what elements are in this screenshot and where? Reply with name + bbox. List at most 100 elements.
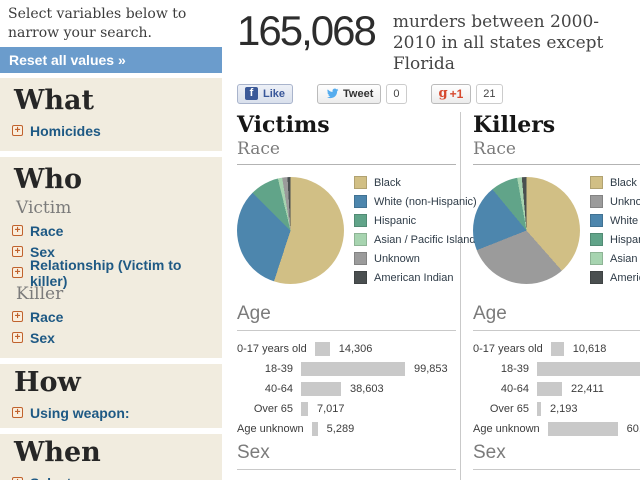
sidebar-item-label[interactable]: Select a year: [30,475,120,480]
killers-column: Killers Race Black Unknown [461,112,640,480]
divider [237,469,456,470]
legend-swatch [354,195,367,208]
expand-plus-icon[interactable]: + [12,225,23,236]
section-when: When + Select a year: [0,434,222,480]
facebook-icon: f [245,87,258,100]
legend-swatch [590,252,603,265]
legend-label: Black [374,176,401,189]
legend-item: Hispanic [354,211,456,230]
victim-subheading: Victim [16,198,72,218]
sidebar-item-victim-relationship[interactable]: + Relationship (Victim to killer) [12,257,210,289]
bar-label: 18-39 [500,363,529,375]
section-who: Who Victim + Race + Sex + Relationship (… [0,157,222,358]
legend-swatch [354,271,367,284]
legend-swatch [590,214,603,227]
filter-sidebar: Select variables below to narrow your se… [0,0,222,480]
killer-subheading: Killer [16,284,64,304]
killers-race-pie[interactable] [473,176,580,284]
tweet-label: Tweet [343,87,374,100]
bar [550,342,564,356]
sidebar-item-victim-sex[interactable]: + Sex [12,241,210,262]
divider [237,164,456,165]
section-who-title: Who [14,164,82,195]
bar [314,342,330,356]
legend-label: Asian / Pacific Islander [374,233,486,246]
sidebar-item-label[interactable]: Race [30,308,64,325]
age-bar-row: 18-39 [473,362,640,376]
sidebar-item-homicides[interactable]: + Homicides [12,120,210,141]
reset-all-values-button[interactable]: Reset all values » [0,47,222,73]
legend-label: Hispanic [610,233,640,246]
expand-plus-icon[interactable]: + [12,125,23,136]
sidebar-item-killer-sex[interactable]: + Sex [12,327,210,348]
killers-race-heading: Race [473,139,516,159]
legend-label: American Indian [374,271,454,284]
expand-plus-icon[interactable]: + [12,407,23,418]
google-g-icon: g [438,86,448,101]
legend-swatch [354,233,367,246]
sidebar-item-select-year[interactable]: + Select a year: [12,472,210,480]
bar [537,402,541,416]
sidebar-item-label[interactable]: Sex [30,243,55,260]
sidebar-item-label[interactable]: Homicides [30,122,101,139]
headline-subtitle: murders between 2000-2010 in all states … [392,12,604,74]
killers-age-heading: Age [473,303,507,324]
sidebar-item-killer-race[interactable]: + Race [12,306,210,327]
victims-race-pie[interactable] [237,176,344,284]
legend-item: White (non-Hispanic) [590,211,640,230]
legend-swatch [590,176,603,189]
tweet-button[interactable]: Tweet [317,83,382,104]
bar-label: 18-39 [264,363,293,375]
section-how-title: How [14,367,81,398]
results-columns: Victims Race Black White (non-Hispanic) [237,112,640,480]
killers-sex-heading: Sex [473,442,506,463]
expand-plus-icon[interactable]: + [12,246,23,257]
killers-race-legend: Black Unknown White (non-Hispanic) [590,173,640,287]
bar-value: 38,603 [350,383,384,395]
legend-label: White (non-Hispanic) [610,214,640,227]
victims-column: Victims Race Black White (non-Hispanic) [237,112,485,480]
bar-value: 99,853 [414,363,448,375]
twitter-bird-icon [326,88,339,98]
expand-plus-icon[interactable]: + [12,477,23,480]
bar [301,362,405,376]
bar-value: 60,874 [626,423,640,435]
divider [473,469,640,470]
bar-label: 0-17 years old [237,343,307,355]
sidebar-item-label[interactable]: Relationship (Victim to killer) [30,256,182,289]
legend-item: Unknown [354,249,456,268]
sidebar-item-label[interactable]: Race [30,222,64,239]
legend-item: American Indian [354,268,456,287]
bar [311,422,318,436]
age-bar-row: Age unknown 60,874 [473,422,640,436]
sidebar-item-victim-race[interactable]: + Race [12,220,210,241]
facebook-like-button[interactable]: f Like [237,83,294,104]
legend-item: American Indian [590,268,640,287]
section-how: How + Using weapon: [0,364,222,428]
bar-label: Over 65 [489,403,529,415]
sidebar-item-label[interactable]: Using weapon: [30,404,130,421]
bar-label: 40-64 [500,383,529,395]
age-bar-row: Over 65 7,017 [237,402,456,416]
sidebar-item-label[interactable]: Sex [30,329,55,346]
sidebar-item-using-weapon[interactable]: + Using weapon: [12,402,210,423]
expand-plus-icon[interactable]: + [12,267,23,278]
legend-swatch [354,176,367,189]
results-main: 165,068 murders between 2000-2010 in all… [230,0,640,480]
plusone-label: +1 [449,86,464,101]
bar-label: 40-64 [264,383,293,395]
legend-item: Asian / Pacific Islander [590,249,640,268]
legend-item: Unknown [590,192,640,211]
age-bar-row: 0-17 years old 14,306 [237,342,456,356]
bar [301,382,341,396]
expand-plus-icon[interactable]: + [12,332,23,343]
legend-label: Black [610,176,637,189]
bar-label: 0-17 years old [473,343,543,355]
bar-label: Age unknown [237,423,304,435]
legend-label: Asian / Pacific Islander [610,252,640,265]
victims-race-legend: Black White (non-Hispanic) Hispanic [354,173,485,287]
expand-plus-icon[interactable]: + [12,311,23,322]
google-plusone-button[interactable]: g +1 [430,83,472,104]
bar-value: 5,289 [326,423,355,435]
